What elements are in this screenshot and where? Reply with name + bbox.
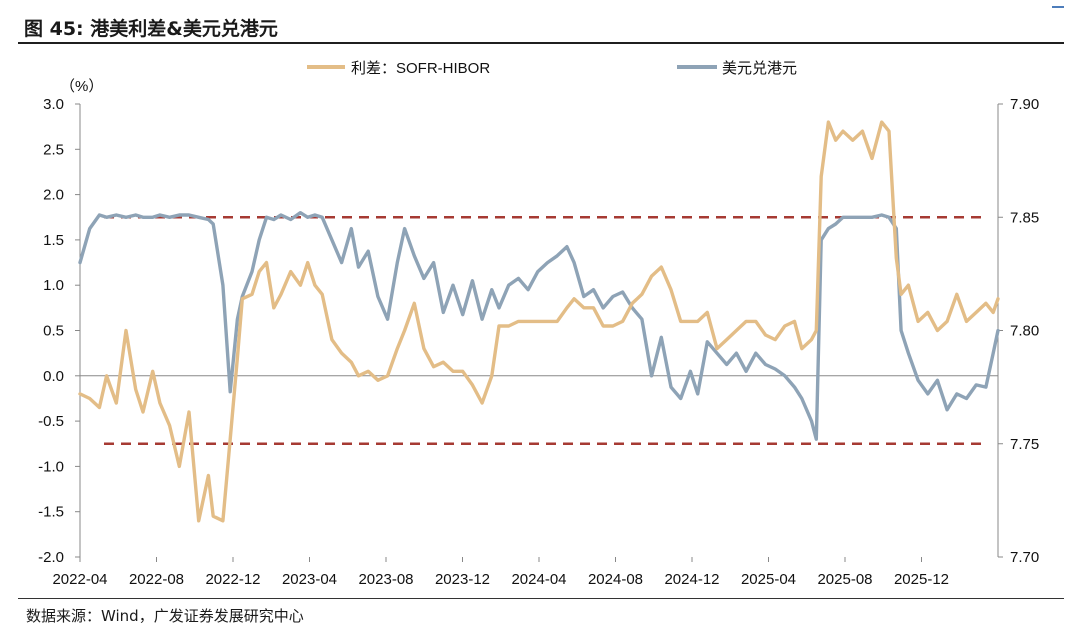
- series-layer: [78, 120, 1000, 523]
- y-left-tick-label: 2.5: [43, 141, 64, 158]
- y-right-tick-label: 7.75: [1010, 436, 1039, 453]
- y-left-tick-label: 3.0: [43, 96, 64, 113]
- legend: 利差：SOFR-HIBOR 美元兑港元: [307, 60, 797, 77]
- x-tick-label: 2022-12: [205, 571, 260, 588]
- y-left-tick-label: 1.0: [43, 277, 64, 294]
- y-left-tick-label: -0.5: [38, 413, 64, 430]
- y-left-tick-label: -1.5: [38, 504, 64, 521]
- y-right-tick-label: 7.80: [1010, 323, 1039, 340]
- x-tick-label: 2023-12: [435, 571, 490, 588]
- y-left-tick-label: 0.0: [43, 368, 64, 385]
- tick-layer: 3.0 2.5 2.0 1.5 1.0 0.5 0.0 -0.5 -1.0 -1.5 -2.0 7.9…: [38, 96, 1039, 588]
- x-tick-label: 2024-08: [588, 571, 643, 588]
- figure-title: 图 45: 港美利差&美元兑港元: [24, 18, 278, 40]
- legend-label-hkd: 美元兑港元: [722, 60, 797, 77]
- x-tick-label: 2022-08: [129, 571, 184, 588]
- y-left-tick-label: -1.0: [38, 458, 64, 475]
- y-left-tick-label: 0.5: [43, 323, 64, 340]
- legend-label-spread: 利差：SOFR-HIBOR: [351, 60, 490, 77]
- x-tick-label: 2023-08: [358, 571, 413, 588]
- y-right-tick-label: 7.90: [1010, 96, 1039, 113]
- y-right-tick-label: 7.85: [1010, 209, 1039, 226]
- title-divider: [18, 42, 1064, 44]
- reference-lines-layer: [104, 216, 986, 445]
- x-tick-label: 2025-08: [817, 571, 872, 588]
- x-tick-label: 2024-04: [511, 571, 566, 588]
- x-tick-label: 2024-12: [664, 571, 719, 588]
- x-tick-label: 2023-04: [282, 571, 337, 588]
- y-left-tick-label: -2.0: [38, 549, 64, 566]
- x-tick-label: 2022-04: [52, 571, 107, 588]
- y-left-tick-label: 2.0: [43, 187, 64, 204]
- footer-divider: [18, 598, 1064, 599]
- header-accent-mark: [1052, 6, 1064, 8]
- x-tick-label: 2025-12: [894, 571, 949, 588]
- source-note: 数据来源：Wind，广发证券发展研究中心: [26, 607, 304, 625]
- y-unit-label: （%）: [60, 78, 103, 95]
- series-line-hkd: [78, 210, 1000, 441]
- y-right-tick-label: 7.70: [1010, 549, 1039, 566]
- x-tick-label: 2025-04: [741, 571, 796, 588]
- y-left-tick-label: 1.5: [43, 232, 64, 249]
- series-line-spread: [78, 120, 1000, 523]
- axes-layer: [79, 104, 999, 557]
